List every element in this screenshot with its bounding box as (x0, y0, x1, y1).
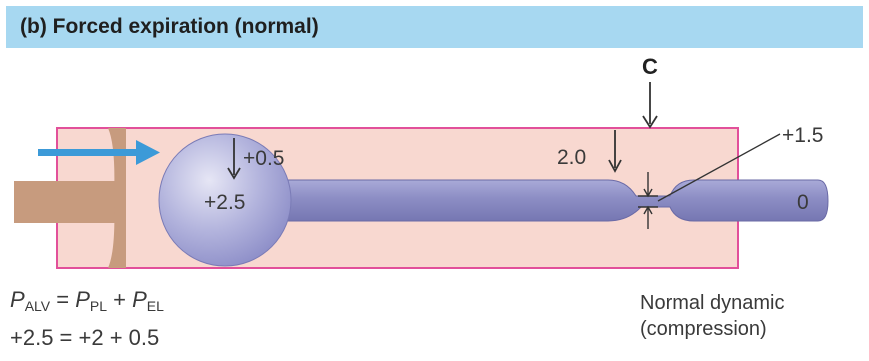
title-bar: (b) Forced expiration (normal) (6, 6, 863, 48)
note-line-2: (compression) (640, 318, 767, 340)
numeric-equation: +2.5 = +2 + 0.5 (10, 325, 160, 350)
figure-title: (b) Forced expiration (normal) (20, 15, 319, 38)
alveolus (158, 133, 292, 267)
note-line-1: Normal dynamic (640, 292, 785, 314)
alveolar-elastic-pressure-label: +0.5 (243, 147, 284, 170)
right-arrow-icon (38, 140, 160, 165)
airway-pressure-at-c-label: +1.5 (782, 124, 823, 147)
pleural-pressure-at-c-label: 2.0 (557, 146, 586, 169)
compression-marks (638, 172, 658, 229)
leader-line (657, 133, 781, 202)
down-arrow-icon (608, 130, 622, 173)
alveolar-pressure-label: +2.5 (204, 191, 245, 214)
down-arrow-icon (227, 138, 241, 180)
chest-wall (14, 128, 126, 268)
airway-tube (279, 179, 829, 222)
mouth-pressure-label: 0 (797, 191, 809, 214)
compression-point-label: C (642, 54, 658, 79)
pressure-equation: PALV = PPL + PEL (10, 287, 164, 314)
down-arrow-icon (642, 82, 658, 129)
